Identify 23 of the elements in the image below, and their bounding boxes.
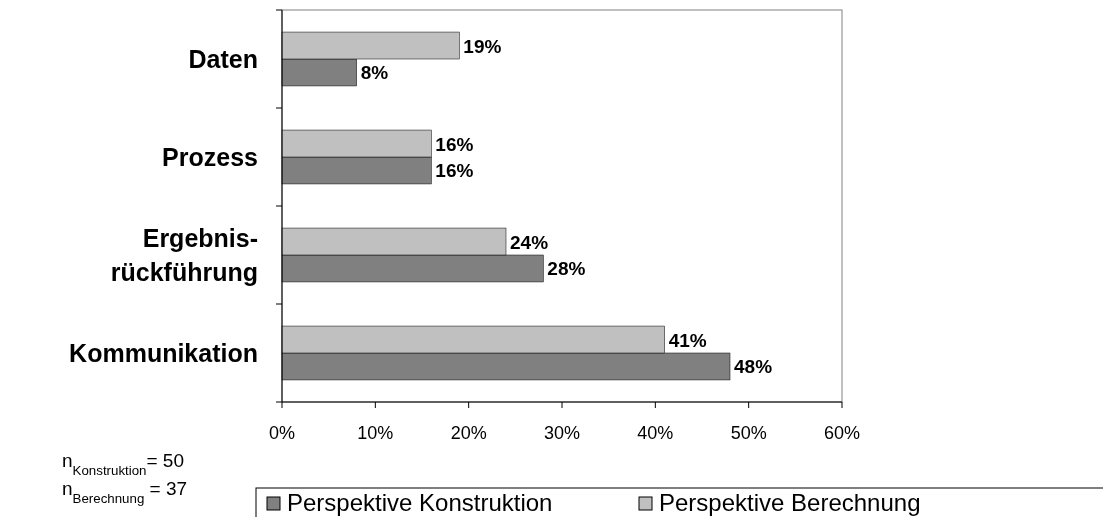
x-tick-label: 0% xyxy=(268,423,296,443)
data-label: 19% xyxy=(463,35,502,57)
x-tick-label: 30% xyxy=(543,423,581,443)
data-label: 24% xyxy=(510,231,549,253)
data-label: 16% xyxy=(435,160,474,182)
x-tick-label: 50% xyxy=(730,423,767,443)
x-tick-label: 40% xyxy=(637,423,674,443)
x-tick-label: 20% xyxy=(450,423,487,443)
data-label: 8% xyxy=(360,62,389,84)
data-label: 41% xyxy=(668,329,707,351)
y-tick-label: Prozess xyxy=(162,143,258,171)
text: n$_{Konstruktion}$= 50 xyxy=(62,450,185,478)
data-label: 16% xyxy=(435,133,474,155)
x-tick-label: 60% xyxy=(823,423,861,443)
data-label: 28% xyxy=(547,258,586,280)
text: n$_{Berechnung}$ = 37 xyxy=(62,478,188,506)
y-tick-label: Kommunikation xyxy=(69,339,258,367)
y-tick-label: Ergebnis- rückführung xyxy=(110,224,258,286)
data-label: 48% xyxy=(734,356,773,378)
legend-label: Perspektive Konstruktion xyxy=(287,489,553,516)
x-tick-label: 10% xyxy=(357,423,394,443)
y-tick-label: Daten xyxy=(188,45,258,73)
legend-label: Perspektive Berechnung xyxy=(659,489,921,516)
